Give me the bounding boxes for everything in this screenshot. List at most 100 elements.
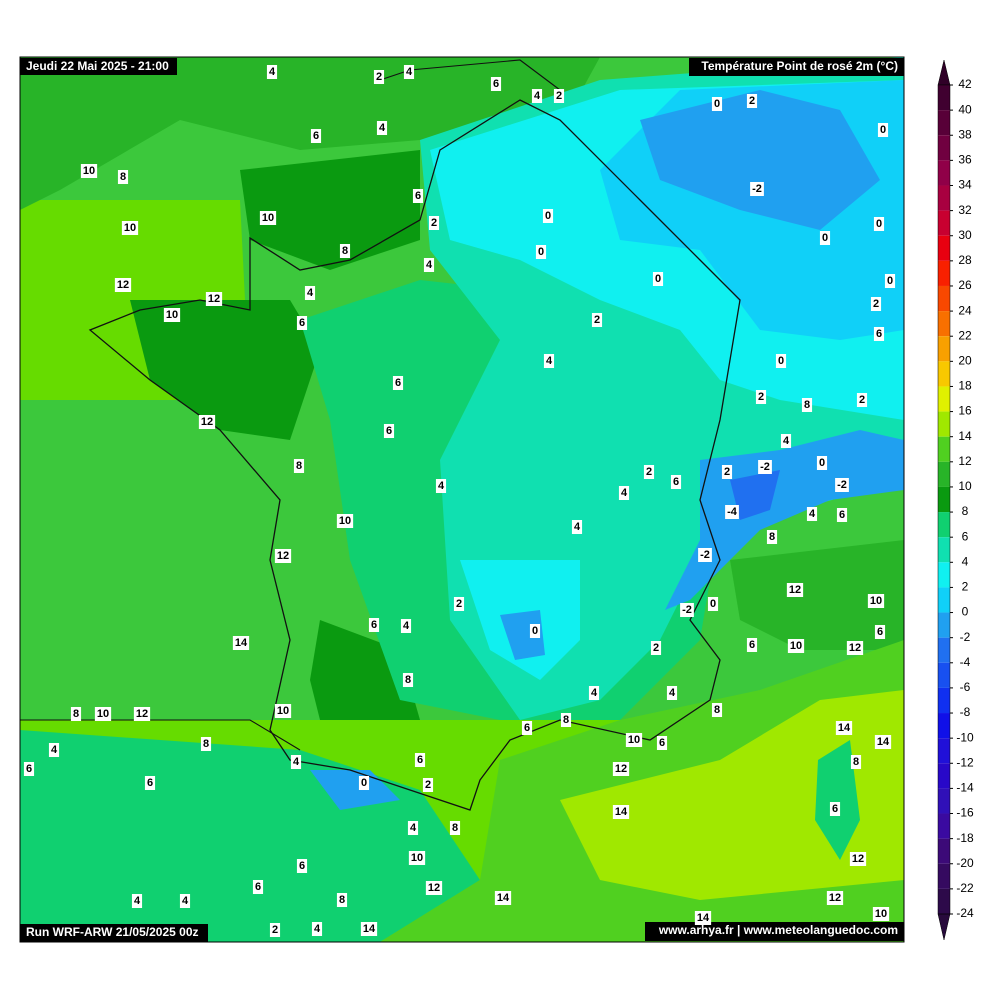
station-value: 14 <box>877 736 890 748</box>
station-value: 6 <box>415 190 421 202</box>
station-value: -2 <box>682 604 692 616</box>
color-band <box>938 85 950 111</box>
label-box <box>402 673 414 687</box>
field-m2 <box>500 610 545 660</box>
station-value: 8 <box>452 822 458 834</box>
station-value: 10 <box>97 708 109 720</box>
color-band <box>938 763 950 789</box>
color-band <box>938 838 950 864</box>
station-value: 8 <box>120 171 126 183</box>
label-box <box>591 313 603 327</box>
date-label: Jeudi 22 Mai 2025 - 21:00 <box>26 59 169 73</box>
station-value: 12 <box>849 642 861 654</box>
color-band <box>938 386 950 412</box>
label-box <box>835 721 853 735</box>
station-value: 4 <box>269 66 276 78</box>
label-box <box>423 258 435 272</box>
station-value: 0 <box>819 457 825 469</box>
label-box <box>721 465 733 479</box>
station-value: 2 <box>456 598 462 610</box>
station-value: 6 <box>313 130 319 142</box>
color-band <box>938 788 950 814</box>
station-value: 0 <box>532 625 538 637</box>
colorbar-cap <box>937 913 951 941</box>
station-value: 6 <box>839 509 845 521</box>
label-box <box>274 704 292 718</box>
station-value: 14 <box>363 923 376 935</box>
color-band <box>938 687 950 714</box>
color-band <box>938 562 950 588</box>
station-value: 6 <box>371 619 377 631</box>
station-value: 14 <box>235 637 248 649</box>
label-box <box>311 922 323 936</box>
station-value: 8 <box>853 756 859 768</box>
station-value: 2 <box>653 642 659 654</box>
label-box <box>746 638 758 652</box>
station-value: 0 <box>822 232 828 244</box>
station-value: 2 <box>425 779 431 791</box>
label-box <box>428 216 440 230</box>
label-box <box>336 514 354 528</box>
label-box <box>874 735 892 749</box>
label-box <box>872 907 890 921</box>
station-value: 4 <box>406 66 413 78</box>
station-value: 2 <box>431 217 437 229</box>
colorbar-tick-label: 24 <box>958 303 972 317</box>
color-band <box>938 411 950 437</box>
color-band <box>938 662 950 688</box>
label-box <box>376 121 388 135</box>
color-band <box>938 311 950 337</box>
station-value: 6 <box>147 777 153 789</box>
label-box <box>650 641 662 655</box>
color-band <box>938 110 950 136</box>
label-box <box>490 77 502 91</box>
color-band <box>938 863 950 889</box>
station-value: 10 <box>124 222 136 234</box>
station-value: 4 <box>403 620 410 632</box>
label-box <box>80 164 98 178</box>
label-box <box>612 805 630 819</box>
label-box <box>786 583 804 597</box>
label-box <box>874 625 886 639</box>
station-value: 6 <box>255 881 261 893</box>
station-value: -2 <box>700 549 710 561</box>
label-box <box>656 736 668 750</box>
station-value: 8 <box>804 399 810 411</box>
colorbar-tick-label: 10 <box>958 479 972 493</box>
station-value: 10 <box>83 165 95 177</box>
label-box <box>453 597 465 611</box>
label-box <box>780 434 792 448</box>
color-band <box>938 612 950 638</box>
label-box <box>383 424 395 438</box>
label-box <box>542 209 554 223</box>
colorbar-tick-label: -16 <box>956 806 974 820</box>
station-value: 2 <box>556 90 562 102</box>
label-box <box>553 89 565 103</box>
label-box <box>873 217 885 231</box>
field-m2 <box>640 90 880 230</box>
label-box <box>368 618 380 632</box>
field-8 <box>130 300 320 440</box>
station-value: 8 <box>405 674 411 686</box>
label-box <box>131 894 143 908</box>
station-value: 0 <box>710 598 716 610</box>
label-box <box>725 505 739 519</box>
station-value: 6 <box>395 377 401 389</box>
source-label: www.arhya.fr | www.meteolanguedoc.com <box>658 923 898 937</box>
source-box <box>645 922 904 941</box>
station-value: 4 <box>546 355 553 367</box>
colorbar-tick-label: 34 <box>958 178 972 192</box>
station-value: 8 <box>73 708 79 720</box>
station-value: 8 <box>714 704 720 716</box>
label-box <box>560 713 572 727</box>
colorbar-tick-label: -24 <box>956 906 974 920</box>
colorbar-tick-label: 38 <box>958 127 972 141</box>
label-box <box>535 245 547 259</box>
label-box <box>588 686 600 700</box>
station-value: -2 <box>752 183 762 195</box>
label-box <box>801 398 813 412</box>
station-value: 4 <box>669 687 676 699</box>
label-box <box>373 70 385 84</box>
color-band <box>938 461 950 487</box>
